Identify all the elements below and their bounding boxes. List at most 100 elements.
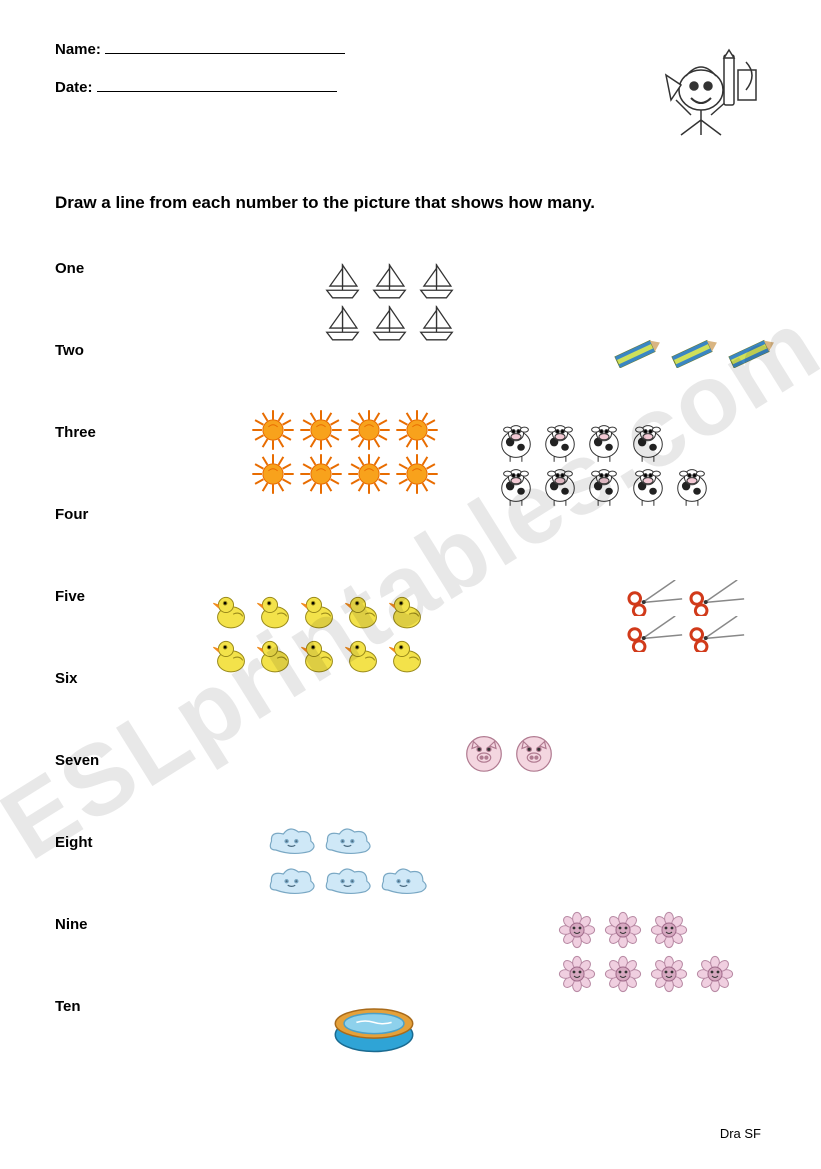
boat-icon (320, 260, 365, 302)
sun-icon (346, 408, 392, 452)
icon-row (625, 580, 747, 616)
cow-icon (495, 464, 537, 508)
scissor-icon (625, 616, 685, 652)
number-word-one: One (55, 260, 99, 342)
icon-row (210, 634, 428, 678)
icon-row (460, 730, 558, 776)
group-suns (250, 408, 440, 496)
boat-icon (414, 260, 459, 302)
sun-icon (250, 408, 296, 452)
cloud-icon (265, 822, 319, 862)
icon-row (265, 862, 431, 902)
pig-icon (460, 730, 508, 776)
cow-icon (583, 420, 625, 464)
duck-icon (254, 590, 296, 634)
name-line[interactable] (105, 40, 345, 54)
group-pencils (610, 338, 779, 368)
duck-icon (210, 634, 252, 678)
header: Name: Date: (55, 40, 766, 150)
flower-icon (601, 952, 645, 996)
scissor-icon (625, 580, 685, 616)
instruction-text: Draw a line from each number to the pict… (55, 192, 695, 214)
flower-icon (693, 952, 737, 996)
pencil-icon (610, 338, 665, 368)
flower-icon (647, 952, 691, 996)
sun-icon (394, 408, 440, 452)
cow-icon (583, 464, 625, 508)
footer-credit: Dra SF (720, 1126, 761, 1141)
number-word-four: Four (55, 506, 99, 588)
boat-icon (367, 302, 412, 344)
number-word-seven: Seven (55, 752, 99, 834)
date-line[interactable] (97, 78, 337, 92)
group-pool (330, 1000, 418, 1056)
duck-icon (298, 590, 340, 634)
boat-icon (320, 302, 365, 344)
date-label: Date: (55, 79, 93, 96)
group-pigs (460, 730, 558, 776)
work-area: OneTwoThreeFourFiveSixSevenEightNineTen (55, 260, 766, 1090)
number-word-five: Five (55, 588, 99, 670)
group-flowers (555, 908, 737, 996)
name-label: Name: (55, 41, 101, 58)
number-word-nine: Nine (55, 916, 99, 998)
cow-icon (627, 464, 669, 508)
cloud-icon (321, 862, 375, 902)
flower-icon (647, 908, 691, 952)
flower-icon (555, 908, 599, 952)
boat-icon (367, 260, 412, 302)
duck-icon (210, 590, 252, 634)
group-ducks (210, 590, 428, 678)
icon-row (495, 464, 713, 508)
sun-icon (346, 452, 392, 496)
flower-icon (555, 952, 599, 996)
cloud-icon (321, 822, 375, 862)
scissor-icon (687, 580, 747, 616)
date-field: Date: (55, 78, 345, 96)
icon-row (495, 420, 713, 464)
number-word-ten: Ten (55, 998, 99, 1080)
schoolboy-icon (646, 40, 766, 150)
icon-row (610, 338, 779, 368)
icon-row (250, 408, 440, 452)
number-word-two: Two (55, 342, 99, 424)
name-date-block: Name: Date: (55, 40, 345, 96)
number-word-eight: Eight (55, 834, 99, 916)
pencil-icon (724, 338, 779, 368)
group-scissors (625, 580, 747, 652)
icon-row (320, 302, 459, 344)
icon-row (625, 616, 747, 652)
boat-icon (414, 302, 459, 344)
cloud-icon (377, 862, 431, 902)
icon-row (250, 452, 440, 496)
sun-icon (394, 452, 440, 496)
sun-icon (298, 452, 344, 496)
scissor-icon (687, 616, 747, 652)
cow-icon (495, 420, 537, 464)
duck-icon (386, 590, 428, 634)
duck-icon (298, 634, 340, 678)
cow-icon (627, 420, 669, 464)
icon-row (555, 908, 737, 952)
icon-row (265, 822, 431, 862)
pig-icon (510, 730, 558, 776)
group-cows (495, 420, 713, 508)
cow-icon (539, 464, 581, 508)
duck-icon (342, 634, 384, 678)
cloud-icon (265, 862, 319, 902)
group-clouds (265, 822, 431, 902)
icon-row (320, 260, 459, 302)
pencil-icon (667, 338, 722, 368)
number-word-six: Six (55, 670, 99, 752)
cow-icon (671, 464, 713, 508)
numbers-column: OneTwoThreeFourFiveSixSevenEightNineTen (55, 260, 99, 1080)
duck-icon (386, 634, 428, 678)
icon-row (555, 952, 737, 996)
sun-icon (298, 408, 344, 452)
sun-icon (250, 452, 296, 496)
group-boats (320, 260, 459, 344)
icon-row (330, 1000, 418, 1056)
duck-icon (254, 634, 296, 678)
number-word-three: Three (55, 424, 99, 506)
flower-icon (601, 908, 645, 952)
